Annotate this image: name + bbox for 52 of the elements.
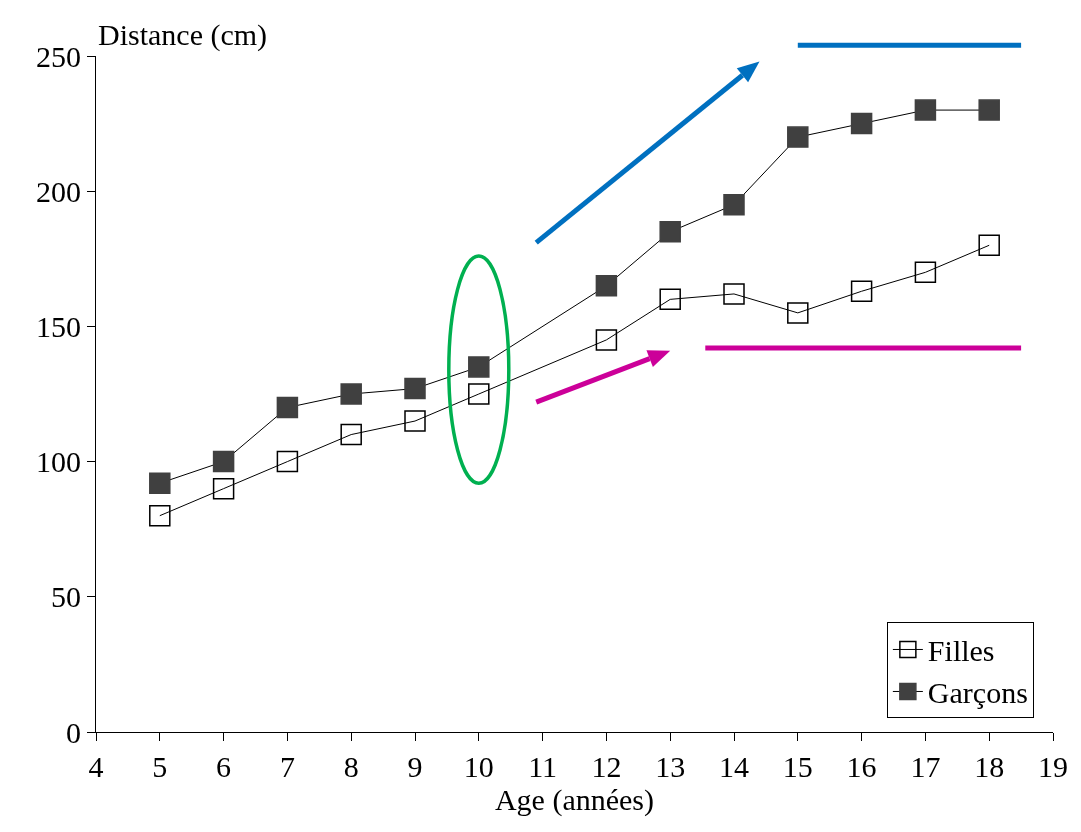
y-axis-title: Distance (cm) bbox=[98, 18, 268, 52]
point bbox=[340, 423, 362, 446]
x-tick-label: 5 bbox=[152, 750, 168, 783]
x-tick-label: 6 bbox=[216, 750, 232, 783]
x-tick-label: 8 bbox=[343, 750, 359, 783]
legend-label: Filles bbox=[927, 634, 995, 668]
point bbox=[276, 396, 299, 419]
point bbox=[850, 112, 873, 135]
x-tick-label: 17 bbox=[910, 750, 941, 783]
legend-label: Garçons bbox=[927, 676, 1028, 710]
x-tick-label: 11 bbox=[528, 750, 558, 783]
point bbox=[149, 504, 171, 527]
point bbox=[850, 280, 873, 302]
point bbox=[340, 383, 362, 405]
x-tick-label: 18 bbox=[974, 750, 1005, 783]
point bbox=[468, 356, 490, 378]
x-tick-label: 7 bbox=[279, 750, 295, 783]
x-tick-label: 19 bbox=[1038, 750, 1068, 783]
point bbox=[276, 450, 299, 473]
x-tick-label: 13 bbox=[655, 750, 686, 783]
point bbox=[404, 410, 426, 432]
point bbox=[787, 302, 809, 324]
x-tick-label: 16 bbox=[846, 750, 877, 783]
x-tick-label: 10 bbox=[463, 750, 494, 783]
x-tick-label: 14 bbox=[719, 750, 749, 783]
x-tick-label: 15 bbox=[782, 750, 813, 783]
point bbox=[212, 477, 235, 500]
point bbox=[723, 193, 745, 216]
point bbox=[787, 126, 809, 148]
point bbox=[149, 472, 171, 494]
y-tick-label: 100 bbox=[36, 445, 81, 479]
y-tick-label: 200 bbox=[36, 174, 81, 208]
point bbox=[978, 234, 1000, 257]
point bbox=[659, 288, 681, 311]
point bbox=[978, 99, 1000, 121]
y-tick-label: 150 bbox=[36, 309, 81, 343]
point bbox=[914, 261, 937, 284]
point bbox=[404, 377, 426, 400]
point bbox=[468, 383, 490, 405]
point bbox=[914, 99, 937, 121]
x-tick-label: 12 bbox=[591, 750, 622, 783]
x-tick-label: 9 bbox=[407, 750, 423, 783]
x-tick-label: 4 bbox=[88, 750, 104, 783]
point bbox=[595, 275, 618, 297]
point bbox=[595, 329, 618, 351]
y-tick-label: 50 bbox=[51, 580, 81, 614]
point bbox=[659, 221, 681, 243]
y-tick-label: 250 bbox=[36, 39, 81, 73]
y-tick-label: 0 bbox=[66, 715, 81, 749]
x-axis-title: Age (années) bbox=[494, 783, 655, 817]
point bbox=[212, 450, 235, 473]
point bbox=[723, 283, 745, 305]
